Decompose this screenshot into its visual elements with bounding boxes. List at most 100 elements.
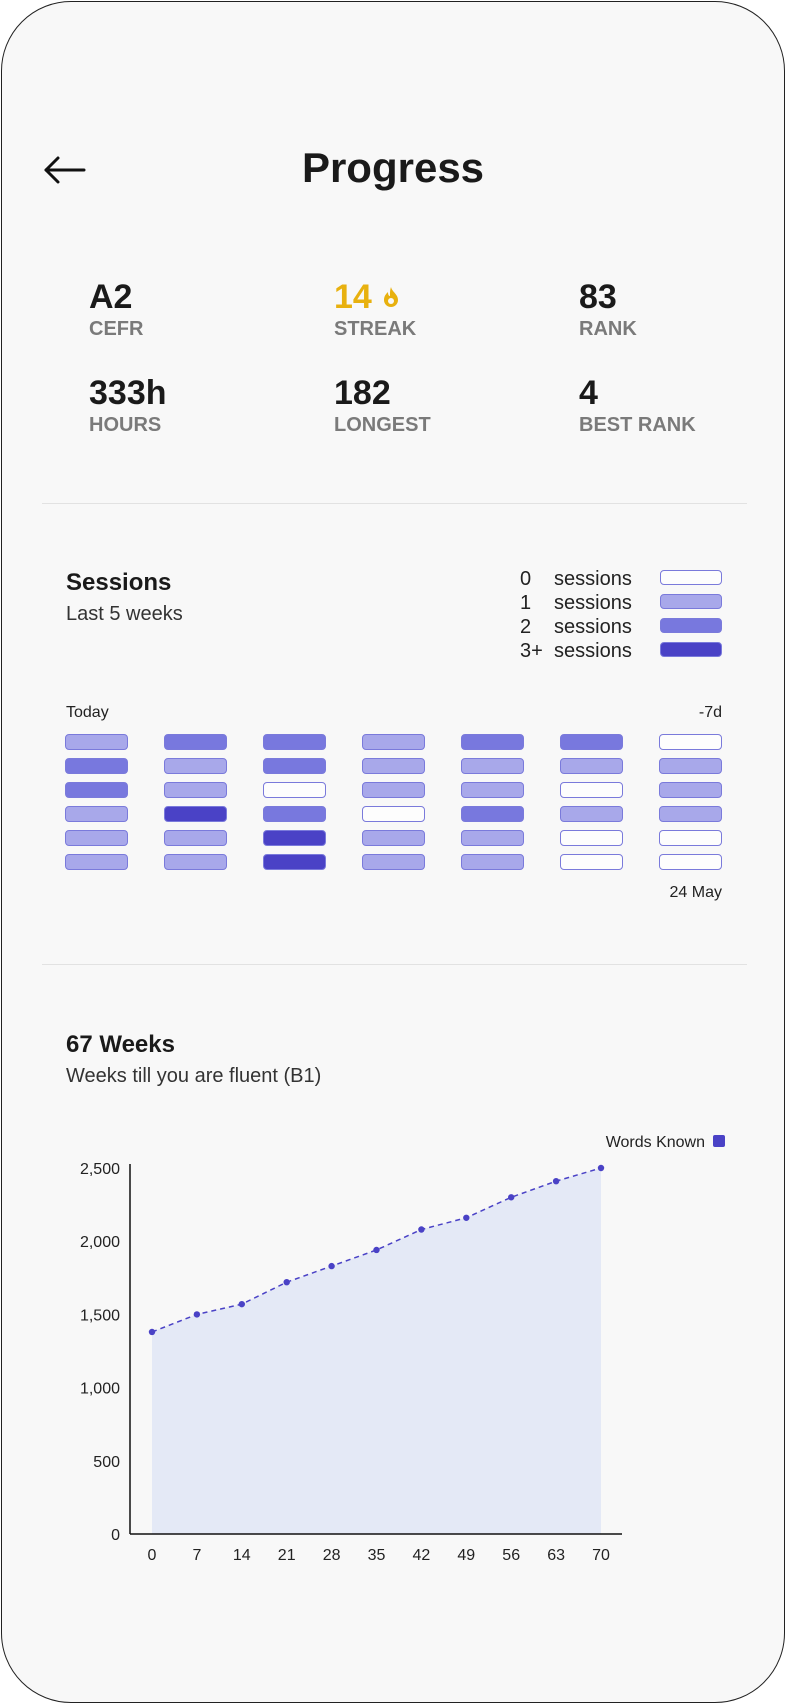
x-tick-label: 7 (192, 1547, 201, 1564)
heatmap-cell (65, 758, 128, 774)
heatmap-cell (65, 854, 128, 870)
heatmap-cell (263, 734, 326, 750)
heatmap-cell (65, 806, 128, 822)
data-point (148, 1328, 156, 1336)
legend-text: sessions (554, 568, 632, 590)
heatmap-cell (560, 854, 623, 870)
stat-streak: 14 STREAK (334, 277, 554, 341)
legend-swatch (660, 642, 722, 657)
data-point (238, 1300, 245, 1308)
sessions-title: Sessions (66, 569, 172, 596)
heatmap-cell (263, 758, 326, 774)
heatmap-cell (461, 782, 524, 798)
heatmap-cell (659, 782, 722, 798)
legend-label: Words Known (606, 1134, 705, 1151)
heatmap-today-label: Today (66, 704, 109, 721)
divider (42, 503, 747, 504)
heatmap-cell (461, 806, 524, 822)
arrow-left-icon (44, 156, 86, 184)
heatmap-cell (263, 806, 326, 822)
stat-hours: 333h HOURS (89, 373, 309, 437)
heatmap-cell (164, 758, 227, 774)
x-tick-label: 49 (457, 1547, 475, 1564)
legend-text: sessions (554, 616, 632, 638)
heatmap-cell (461, 830, 524, 846)
data-point (328, 1262, 335, 1270)
legend-item-1: 1 sessions (520, 592, 725, 616)
heatmap-cell (560, 734, 623, 750)
heatmap-cell (263, 782, 326, 798)
legend-swatch (660, 570, 722, 585)
heatmap-cell (362, 734, 425, 750)
forecast-title: 67 Weeks (66, 1031, 175, 1058)
x-tick-label: 42 (413, 1547, 431, 1564)
heatmap-cell (362, 806, 425, 822)
legend-swatch (660, 618, 722, 633)
data-point (193, 1311, 201, 1318)
flame-icon (383, 287, 398, 307)
data-point (463, 1214, 470, 1221)
legend-count: 2 (520, 616, 532, 638)
sessions-subtitle: Last 5 weeks (66, 603, 183, 625)
x-tick-label: 35 (368, 1547, 386, 1564)
data-point (373, 1246, 380, 1254)
x-tick-label: 21 (278, 1547, 296, 1564)
page-title: Progress (301, 144, 485, 191)
stat-label: BEST RANK (579, 414, 696, 436)
heatmap-cell (362, 758, 425, 774)
heatmap-cell (560, 806, 623, 822)
x-tick-label: 28 (323, 1547, 341, 1564)
heatmap-cell (263, 854, 326, 870)
heatmap-cell (659, 806, 722, 822)
words-known-chart: 0 500 1,000 1,500 2,000 2,500 0 7 14 21 28 35 42 49 56… (80, 1134, 725, 1564)
heatmap-cell (164, 830, 227, 846)
y-tick-label: 0 (111, 1527, 120, 1544)
stats-grid: A2 CEFR 14 STREAK 83 RANK 333h HOURS 182… (89, 277, 749, 447)
stat-value: 182 (334, 374, 391, 412)
heatmap-cell (659, 758, 722, 774)
stat-label: HOURS (89, 414, 162, 436)
y-tick-label: 500 (93, 1454, 120, 1471)
series-line (151, 1167, 602, 1333)
data-point (508, 1194, 515, 1201)
data-point (552, 1177, 560, 1185)
x-tick-label: 56 (502, 1547, 520, 1564)
y-tick-label: 2,000 (80, 1234, 120, 1251)
legend-text: sessions (554, 640, 632, 662)
chart-area-fill (152, 1168, 601, 1534)
heatmap-cell (164, 806, 227, 822)
heatmap-cell (659, 734, 722, 750)
heatmap-end-label: -7d (698, 704, 722, 721)
heatmap-cell (560, 830, 623, 846)
stat-value: A2 (89, 278, 133, 316)
legend-swatch (660, 594, 722, 609)
stat-label: RANK (579, 318, 637, 340)
stat-value-row: 14 (334, 277, 554, 317)
forecast-subtitle: Weeks till you are fluent (B1) (66, 1065, 322, 1087)
heatmap-cell (362, 782, 425, 798)
y-tick-label: 1,000 (80, 1381, 120, 1398)
stat-best-rank: 4 BEST RANK (579, 373, 784, 437)
x-tick-label: 70 (592, 1547, 610, 1564)
data-point (283, 1278, 290, 1286)
stat-rank: 83 RANK (579, 277, 784, 341)
heatmap-cell (164, 782, 227, 798)
legend-swatch (713, 1135, 725, 1147)
heatmap-cell (461, 854, 524, 870)
sessions-legend: 0 sessions 1 sessions 2 sessions 3+ sess… (520, 568, 725, 664)
heatmap-date-label: 24 May (669, 884, 722, 901)
legend-text: sessions (554, 592, 632, 614)
legend-count: 1 (520, 592, 532, 614)
heatmap-cell (659, 854, 722, 870)
stat-label: STREAK (334, 318, 417, 340)
heatmap-cell (659, 830, 722, 846)
back-button[interactable] (42, 150, 88, 190)
heatmap-cell (560, 782, 623, 798)
x-tick-label: 63 (547, 1547, 565, 1564)
heatmap-cell (65, 734, 128, 750)
data-point (418, 1226, 425, 1233)
legend-count: 0 (520, 568, 532, 590)
legend-count: 3+ (520, 640, 543, 662)
x-tick-label: 0 (148, 1547, 157, 1564)
stat-value: 83 (579, 278, 617, 316)
